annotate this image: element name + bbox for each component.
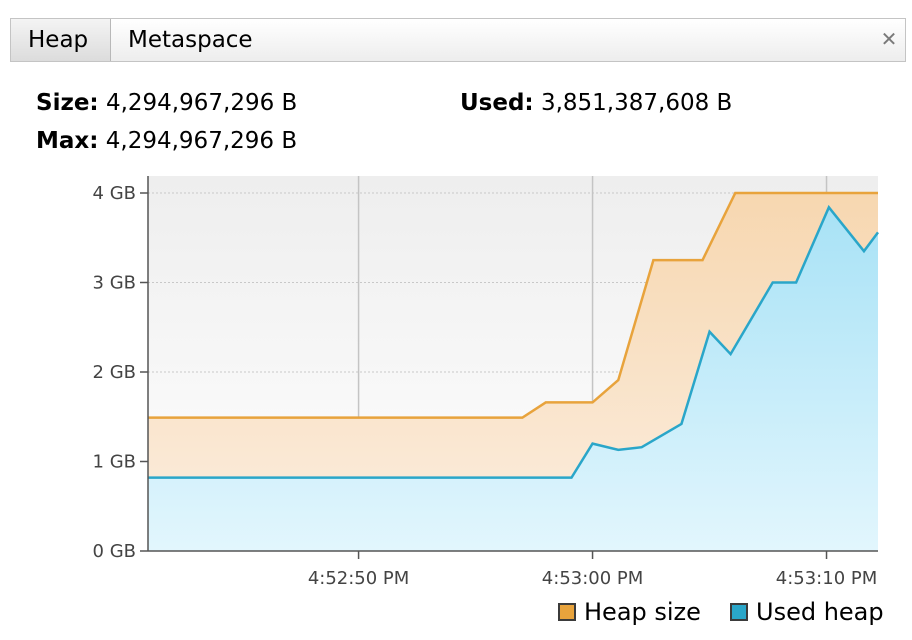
legend-used-heap-label: Used heap [756, 598, 884, 626]
max-stat: Max: 4,294,967,296 B [36, 128, 297, 154]
max-label: Max: [36, 128, 99, 154]
used-value: 3,851,387,608 B [540, 90, 733, 116]
used-heap-line [148, 204, 880, 479]
tab-heap[interactable]: Heap [11, 19, 111, 61]
legend-heap-size: Heap size [558, 598, 701, 630]
heap-chart: 0 GB 1 GB 2 GB 3 GB 4 GB 4:52:50 PM 4:53:00 PM… [93, 176, 880, 589]
x-tick-label: 4:53:10 PM [776, 568, 878, 589]
y-tick-label: 1 GB [93, 452, 136, 473]
heap-size-line [148, 191, 878, 419]
x-tick-label: 4:53:00 PM [542, 568, 644, 589]
size-label: Size: [36, 90, 99, 116]
size-stat: Size: 4,294,967,296 B [36, 90, 297, 116]
used-heap-swatch [730, 603, 748, 621]
y-tick-label: 3 GB [93, 273, 136, 294]
legend-heap-size-label: Heap size [584, 598, 701, 626]
x-tick-label: 4:52:50 PM [308, 568, 410, 589]
y-tick-label: 2 GB [93, 362, 136, 383]
size-value: 4,294,967,296 B [105, 90, 298, 116]
y-tick-label: 4 GB [93, 183, 136, 204]
close-icon[interactable]: ✕ [880, 27, 898, 51]
used-heap-area [148, 207, 878, 551]
y-tick-label: 0 GB [93, 541, 136, 562]
tab-bar: Heap Metaspace ✕ [10, 18, 906, 62]
heap-size-swatch [558, 603, 576, 621]
tab-metaspace[interactable]: Metaspace [128, 27, 253, 53]
used-label: Used: [460, 90, 534, 116]
used-stat: Used: 3,851,387,608 B [460, 90, 732, 116]
legend-used-heap: Used heap [730, 598, 884, 630]
max-value: 4,294,967,296 B [105, 128, 298, 154]
